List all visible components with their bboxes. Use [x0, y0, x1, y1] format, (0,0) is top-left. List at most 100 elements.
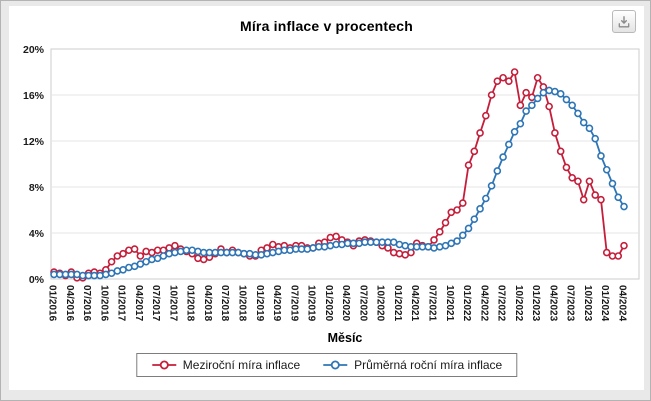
x-tick-label: 01/2024	[599, 285, 610, 322]
data-point	[171, 241, 179, 250]
y-tick-label: 12%	[23, 136, 45, 148]
data-point	[562, 163, 571, 172]
data-point	[119, 249, 127, 258]
data-point	[528, 101, 536, 110]
data-point	[493, 167, 502, 175]
x-tick-label: 04/2020	[340, 285, 351, 322]
data-point	[464, 161, 473, 169]
data-point	[602, 165, 611, 174]
data-point	[487, 91, 496, 99]
data-point	[533, 94, 542, 103]
x-tick-label: 01/2019	[254, 285, 265, 322]
download-button[interactable]	[612, 10, 636, 33]
x-tick-label: 07/2017	[150, 285, 161, 322]
data-point	[620, 202, 628, 211]
data-point	[591, 191, 600, 199]
legend-item-mezirocni[interactable]: Meziroční míra inflace	[151, 358, 300, 372]
chart-title: Míra inflace v procentech	[239, 18, 414, 34]
data-point	[556, 90, 565, 98]
y-tick-label: 0%	[29, 274, 45, 286]
data-point	[579, 118, 588, 127]
data-point	[476, 205, 484, 213]
data-point	[522, 88, 530, 97]
x-tick-label: 10/2023	[582, 285, 593, 322]
x-tick-label: 07/2018	[219, 285, 230, 322]
x-tick-label: 10/2017	[167, 285, 178, 322]
data-point	[562, 95, 571, 104]
data-point	[441, 218, 450, 227]
data-point	[597, 152, 605, 160]
x-tick-label: 01/2022	[461, 285, 472, 322]
data-point	[608, 179, 617, 188]
data-point	[470, 147, 479, 156]
legend-item-prumerna[interactable]: Průměrná roční míra inflace	[322, 358, 502, 372]
data-point	[516, 101, 525, 110]
x-tick-label: 04/2023	[547, 285, 558, 322]
x-tick-label: 01/2020	[323, 285, 334, 322]
legend-label-mezirocni: Meziroční míra inflace	[182, 358, 301, 372]
data-point	[510, 128, 519, 136]
data-point	[585, 124, 594, 133]
x-tick-label: 04/2019	[271, 285, 282, 322]
x-tick-label: 07/2021	[427, 285, 438, 322]
data-point	[585, 177, 594, 186]
x-tick-label: 07/2016	[81, 285, 92, 322]
x-tick-label: 10/2020	[375, 285, 386, 322]
x-tick-label: 01/2016	[47, 285, 58, 322]
download-icon	[618, 15, 630, 27]
x-tick-label: 10/2022	[513, 285, 524, 322]
data-point	[435, 228, 444, 236]
data-point	[453, 237, 461, 245]
data-point	[620, 241, 628, 250]
data-point	[591, 134, 600, 143]
x-tick-label: 07/2020	[357, 285, 368, 322]
x-tick-label: 04/2018	[202, 285, 213, 322]
data-point	[136, 252, 145, 260]
x-tick-label: 01/2023	[530, 285, 541, 322]
x-tick-label: 07/2019	[288, 285, 299, 322]
data-point	[505, 140, 513, 149]
x-tick-label: 01/2017	[116, 285, 127, 322]
data-point	[602, 248, 611, 257]
data-point	[487, 182, 496, 190]
data-point	[614, 193, 623, 202]
y-tick-label: 20%	[23, 44, 45, 56]
x-tick-label: 01/2018	[185, 285, 196, 322]
data-point	[476, 129, 484, 137]
y-tick-label: 8%	[29, 182, 45, 194]
data-point	[493, 77, 502, 85]
x-tick-label: 04/2024	[617, 285, 628, 322]
data-point	[482, 194, 490, 203]
x-axis-title: Měsíc	[328, 331, 363, 345]
x-tick-label: 07/2023	[565, 285, 576, 322]
data-point	[332, 232, 340, 241]
data-point	[464, 224, 473, 233]
data-point	[430, 236, 438, 244]
x-tick-label: 10/2016	[98, 285, 109, 322]
data-point	[505, 77, 513, 85]
data-point	[453, 206, 461, 214]
data-point	[516, 119, 525, 128]
legend-label-prumerna: Průměrná roční míra inflace	[354, 358, 503, 372]
legend: Meziroční míra inflace Průměrná roční mí…	[135, 353, 518, 377]
x-tick-label: 04/2017	[133, 285, 144, 322]
data-point	[551, 129, 559, 137]
data-point	[499, 153, 507, 161]
chart-panel: Míra inflace v procentech 0% 4% 8% 12% 16% 20…	[9, 6, 644, 390]
x-tick-label: 04/2022	[478, 285, 489, 322]
data-point	[556, 147, 565, 156]
x-tick-label: 10/2018	[237, 285, 248, 322]
data-point	[130, 245, 139, 253]
data-point	[107, 257, 116, 266]
data-point	[458, 199, 467, 207]
data-point	[574, 109, 582, 118]
data-point	[533, 73, 542, 82]
data-point	[470, 215, 479, 223]
data-point	[579, 195, 588, 204]
legend-marker-line-circle-icon	[323, 360, 348, 370]
data-point	[510, 68, 519, 76]
data-point	[458, 231, 467, 240]
legend-marker-line-circle-icon	[151, 360, 176, 370]
data-point	[499, 73, 507, 82]
